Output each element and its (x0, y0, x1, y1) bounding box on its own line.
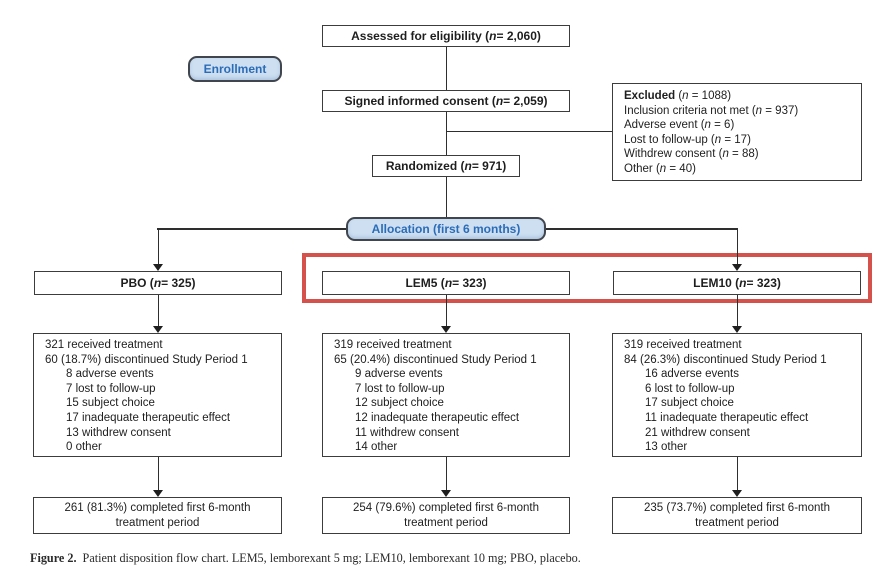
arrowhead-lem5-completed (441, 490, 451, 497)
allocation-pill: Allocation (first 6 months) (346, 217, 546, 241)
arrowhead-pbo-header (153, 264, 163, 271)
connector-lem10-detail (736, 295, 738, 326)
connector-allocation-right (546, 228, 737, 230)
arm-detail-lem5: 319 received treatment 65 (20.4%) discon… (322, 333, 570, 457)
excluded-title: Excluded (n = 1088) (624, 90, 732, 102)
connector-allocation-left (157, 228, 346, 230)
figure-label: Figure 2. (30, 551, 77, 565)
assessed-eligibility-box: Assessed for eligibility (n = 2,060) (322, 25, 570, 47)
reason-line: 0 other (66, 441, 102, 454)
excluded-item: Withdrew consent (n = 88) (624, 148, 759, 161)
connector-drop-pbo (157, 228, 159, 264)
excluded-item: Inclusion criteria not met (n = 937) (624, 104, 799, 117)
connector-randomized-allocation (445, 177, 447, 217)
arrowhead-lem10-detail (732, 326, 742, 333)
excluded-item: Other (n = 40) (624, 162, 696, 175)
figure-caption-text: Patient disposition flow chart. LEM5, le… (82, 551, 581, 565)
connector-lem5-completed (445, 457, 447, 490)
reason-line: 7 lost to follow-up (66, 382, 156, 395)
arrowhead-lem10-completed (732, 490, 742, 497)
arrowhead-lem5-detail (441, 326, 451, 333)
arm-detail-lem10: 319 received treatment 84 (26.3%) discon… (612, 333, 862, 457)
reason-line: 17 subject choice (645, 397, 734, 410)
reason-line: 21 withdrew consent (645, 426, 750, 439)
completed-lem5: 254 (79.6%) completed first 6-month trea… (322, 497, 570, 534)
reason-line: 8 adverse events (66, 368, 154, 381)
connector-to-excluded (446, 130, 612, 132)
excluded-box: Excluded (n = 1088) Inclusion criteria n… (612, 83, 862, 181)
reason-line: 11 withdrew consent (355, 426, 459, 439)
excluded-item: Lost to follow-up (n = 17) (624, 133, 751, 146)
connector-assessed-consent (445, 47, 447, 90)
reason-line: 14 other (355, 441, 398, 454)
arrowhead-lem10-header (732, 264, 742, 271)
reason-line: 17 inadequate therapeutic effect (66, 411, 231, 424)
figure-caption: Figure 2. Patient disposition flow chart… (30, 551, 860, 566)
reason-line: 11 inadequate therapeutic effect (645, 411, 809, 424)
reason-line: 16 adverse events (645, 368, 739, 381)
discontinued-line: 60 (18.7%) discontinued Study Period 1 (45, 353, 248, 366)
arm-header-lem5: LEM5 (n = 323) (322, 271, 570, 295)
excluded-item: Adverse event (n = 6) (624, 119, 735, 132)
connector-pbo-completed (157, 457, 159, 490)
reason-line: 6 lost to follow-up (645, 382, 735, 395)
reason-line: 12 subject choice (355, 397, 444, 410)
enrollment-pill: Enrollment (188, 56, 282, 82)
connector-drop-lem10 (736, 228, 738, 264)
reason-line: 15 subject choice (66, 397, 155, 410)
arrowhead-pbo-detail (153, 326, 163, 333)
reason-line: 12 inadequate therapeutic effect (355, 411, 520, 424)
connector-lem5-detail (445, 295, 447, 326)
highlight-rect (302, 253, 872, 303)
randomized-box: Randomized (n = 971) (372, 155, 520, 177)
reason-line: 13 withdrew consent (66, 426, 171, 439)
arm-header-lem10: LEM10 (n = 323) (613, 271, 861, 295)
reason-line: 13 other (645, 441, 688, 454)
completed-pbo: 261 (81.3%) completed first 6-month trea… (33, 497, 282, 534)
arm-header-pbo: PBO (n = 325) (34, 271, 282, 295)
received-line: 319 received treatment (334, 339, 452, 351)
arm-detail-pbo: 321 received treatment 60 (18.7%) discon… (33, 333, 282, 457)
connector-consent-randomized (445, 112, 447, 155)
reason-line: 9 adverse events (355, 368, 443, 381)
reason-line: 7 lost to follow-up (355, 382, 445, 395)
discontinued-line: 84 (26.3%) discontinued Study Period 1 (624, 353, 827, 366)
arrowhead-pbo-completed (153, 490, 163, 497)
received-line: 321 received treatment (45, 339, 163, 351)
received-line: 319 received treatment (624, 339, 742, 351)
signed-consent-box: Signed informed consent (n = 2,059) (322, 90, 570, 112)
completed-lem10: 235 (73.7%) completed first 6-month trea… (612, 497, 862, 534)
discontinued-line: 65 (20.4%) discontinued Study Period 1 (334, 353, 537, 366)
connector-pbo-detail (157, 295, 159, 326)
connector-lem10-completed (736, 457, 738, 490)
